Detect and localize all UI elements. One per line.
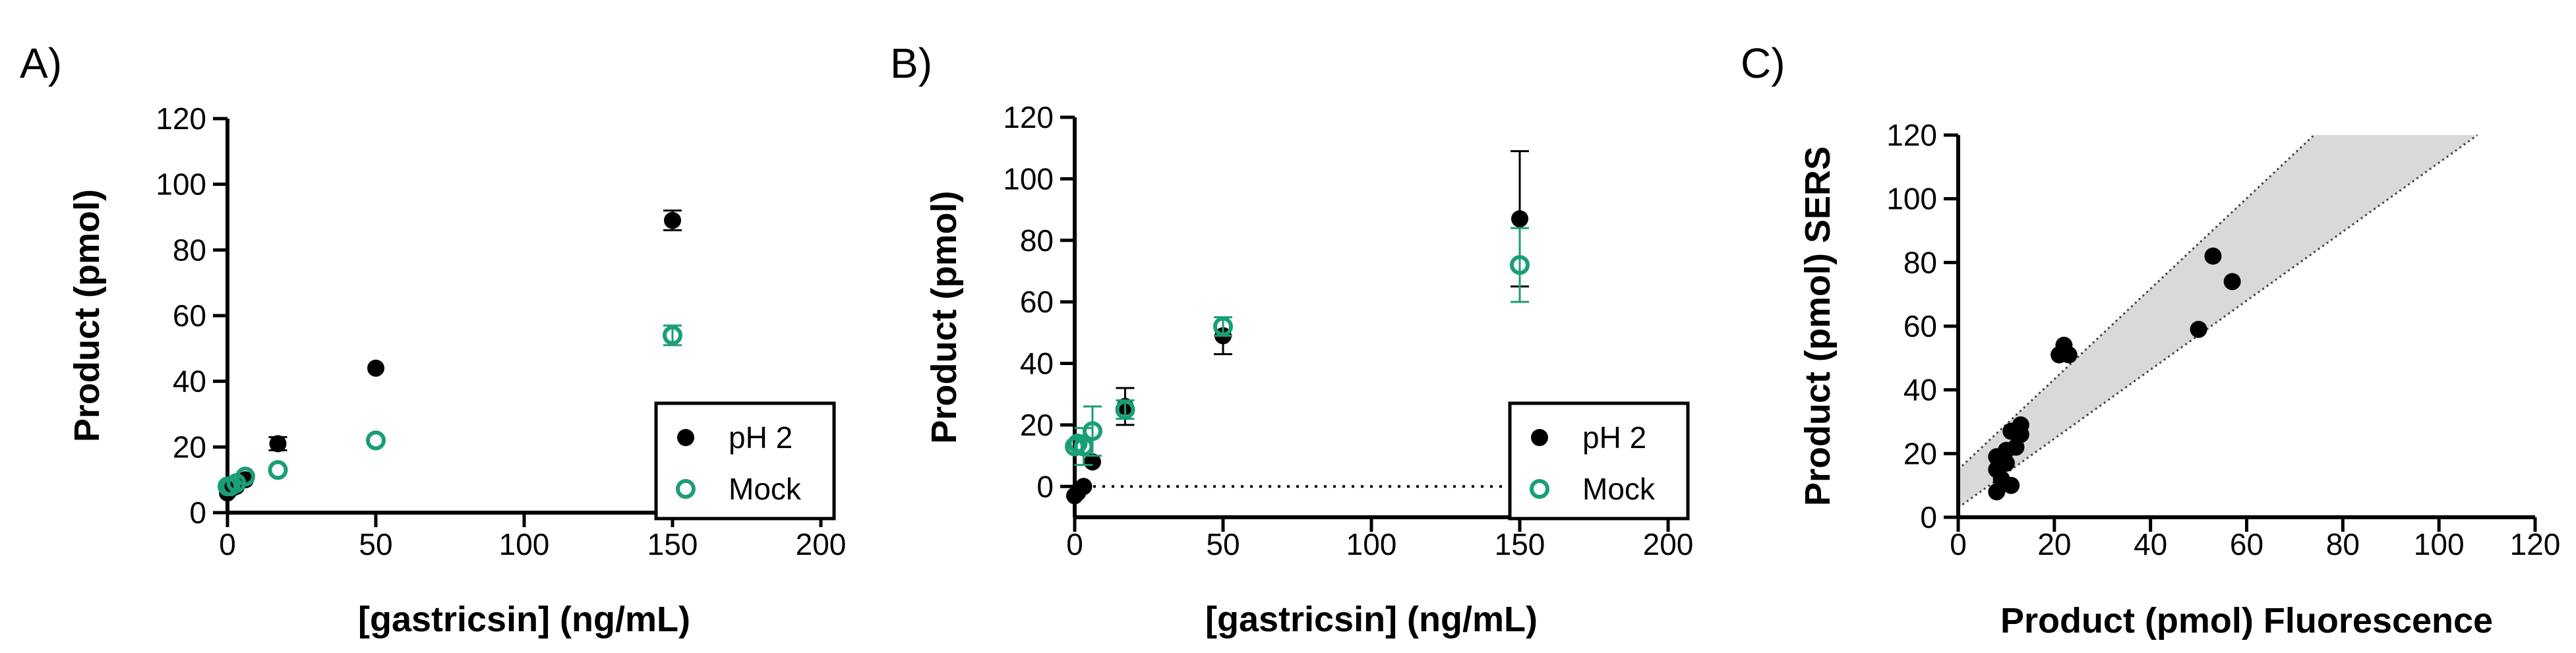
band-upper-line xyxy=(1957,134,2315,470)
chart-panel-c: C) 0 20 40 60 80 100 120 0 20 40 60 80 100 120 Product … xyxy=(1741,40,2560,640)
y-tick-label: 60 xyxy=(1020,285,1054,319)
x-axis-title: [gastricsin] (ng/mL) xyxy=(1205,600,1538,639)
x-tick-label: 100 xyxy=(1346,527,1397,561)
y-axis-title: Product (pmol) xyxy=(924,191,964,444)
y-tick-label: 60 xyxy=(173,298,206,333)
y-tick-label: 40 xyxy=(173,364,206,399)
y-tick-label: 0 xyxy=(189,496,206,530)
legend-entry: Mock xyxy=(729,472,802,506)
data-point-ph2 xyxy=(664,212,681,229)
x-axis-title: [gastricsin] (ng/mL) xyxy=(358,600,690,639)
x-tick-label: 200 xyxy=(1643,527,1694,561)
data-point xyxy=(2190,320,2207,338)
x-tick-label: 80 xyxy=(2326,527,2360,561)
chart-panel-a: A) 0 20 40 60 80 100 120 0 50 100 150 200 [gastricsin… xyxy=(20,40,846,639)
y-tick-label: 120 xyxy=(156,101,206,136)
y-tick-label: 20 xyxy=(1020,408,1054,442)
data-point-ph2 xyxy=(269,435,287,453)
x-tick-label: 60 xyxy=(2230,527,2263,561)
x-tick-label: 0 xyxy=(1950,527,1967,561)
x-tick-label: 150 xyxy=(1495,527,1545,561)
y-axis-title: Product (pmol) xyxy=(67,189,107,442)
data-point-mock xyxy=(235,467,255,487)
legend-entry: pH 2 xyxy=(1582,420,1646,455)
x-tick-label: 0 xyxy=(1066,527,1083,561)
y-tick-label: 120 xyxy=(1886,118,1937,152)
legend-entry: pH 2 xyxy=(729,420,793,455)
y-tick-label: 100 xyxy=(156,167,206,202)
chart-panel-b: B) 0 20 40 60 80 100 120 0 50 100 150 200 [gastricsin… xyxy=(890,40,1693,639)
x-tick-label: 100 xyxy=(499,527,550,561)
x-tick-label: 50 xyxy=(359,527,392,561)
data-point-mock xyxy=(268,460,288,480)
data-point-mock xyxy=(1115,399,1135,420)
y-tick-label: 0 xyxy=(1036,469,1054,503)
data-point xyxy=(2012,416,2029,434)
y-tick-label: 80 xyxy=(173,233,206,267)
data-point xyxy=(1997,454,2015,472)
data-point-mock xyxy=(663,325,682,345)
panel-label: B) xyxy=(890,40,932,87)
x-axis-title: Product (pmol) Fluorescence xyxy=(2000,601,2493,640)
data-point-ph2 xyxy=(1075,478,1093,496)
x-tick-label: 120 xyxy=(2510,527,2561,561)
data-point-mock xyxy=(366,430,386,451)
y-tick-label: 40 xyxy=(1020,347,1054,381)
panel-label: A) xyxy=(20,40,62,87)
y-tick-label: 100 xyxy=(1886,182,1937,216)
legend-marker-mock xyxy=(676,479,696,499)
y-tick-label: 60 xyxy=(1903,309,1937,343)
legend-marker-mock xyxy=(1530,479,1549,499)
data-point xyxy=(2060,346,2078,364)
data-point-mock xyxy=(1083,421,1102,441)
y-tick-label: 100 xyxy=(1003,161,1054,196)
data-point-mock xyxy=(1213,316,1233,337)
legend-marker-ph2 xyxy=(1531,429,1548,446)
x-tick-label: 200 xyxy=(796,527,847,561)
data-point-mock xyxy=(1510,255,1530,275)
y-tick-label: 120 xyxy=(1003,100,1054,134)
panel-label: C) xyxy=(1741,40,1785,87)
y-tick-label: 0 xyxy=(1920,500,1937,534)
data-point-ph2 xyxy=(1511,210,1528,228)
y-tick-label: 40 xyxy=(1903,373,1937,407)
y-tick-label: 80 xyxy=(1903,245,1937,279)
y-tick-label: 20 xyxy=(173,430,206,464)
x-tick-label: 50 xyxy=(1206,527,1240,561)
data-point-ph2 xyxy=(1084,453,1101,470)
y-axis-title: Product (pmol) SERS xyxy=(1798,146,1838,506)
data-point-ph2 xyxy=(367,359,384,377)
y-tick-label: 80 xyxy=(1020,223,1054,258)
data-point xyxy=(2204,247,2222,265)
legend-entry: Mock xyxy=(1582,472,1656,506)
x-tick-label: 40 xyxy=(2134,527,2167,561)
legend-box xyxy=(1508,401,1690,521)
legend-box xyxy=(654,401,836,521)
data-point xyxy=(2002,476,2020,494)
x-tick-label: 0 xyxy=(219,527,236,561)
data-point xyxy=(2223,273,2241,291)
x-tick-label: 100 xyxy=(2414,527,2465,561)
y-tick-label: 20 xyxy=(1903,436,1937,470)
band-lower-line xyxy=(1958,134,2478,509)
x-tick-label: 150 xyxy=(647,527,698,561)
legend-marker-ph2 xyxy=(677,429,694,446)
x-tick-label: 20 xyxy=(2037,527,2071,561)
